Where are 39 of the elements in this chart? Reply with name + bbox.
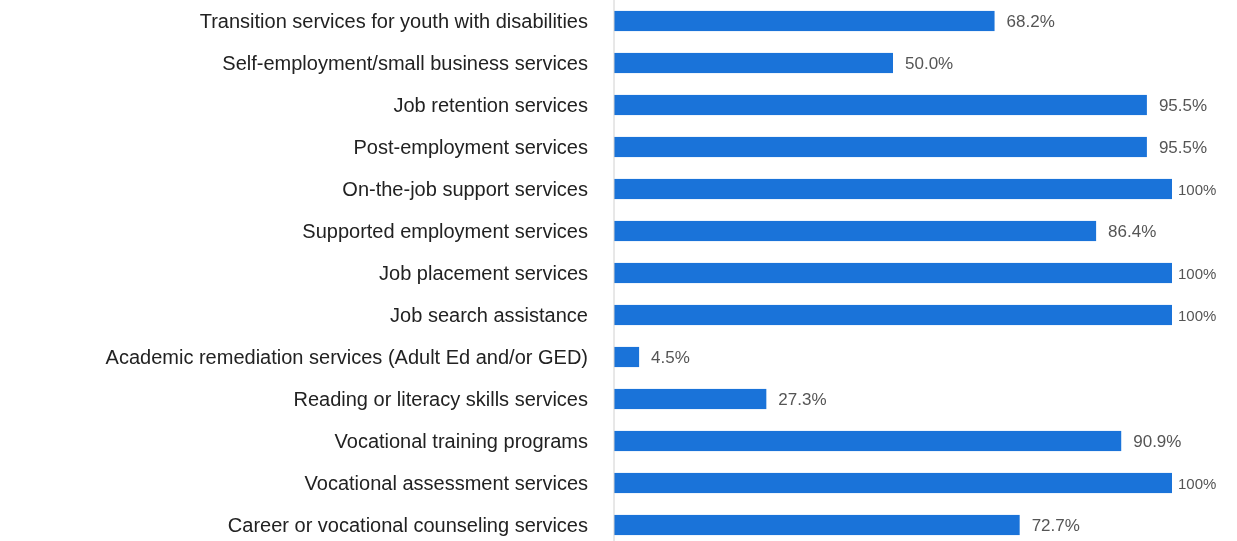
- data-label: 50.0%: [905, 53, 954, 73]
- bar: [614, 514, 1020, 536]
- data-label: 100%: [1178, 474, 1217, 492]
- bar: [614, 52, 893, 74]
- y-tick-label: Post-employment services: [353, 136, 588, 158]
- data-label: 95.5%: [1158, 137, 1208, 157]
- y-tick-label: Supported employment services: [302, 220, 588, 242]
- bar: [614, 10, 995, 32]
- y-tick-label: Career or vocational counseling services: [227, 514, 588, 536]
- y-tick-label: On-the-job support services: [342, 178, 588, 200]
- bar: [614, 136, 1147, 158]
- bar: [614, 388, 767, 410]
- data-label: 90.9%: [1133, 431, 1182, 451]
- y-tick-label: Job search assistance: [390, 304, 588, 326]
- y-tick-label: Vocational training programs: [334, 430, 588, 452]
- bar: [614, 346, 640, 368]
- data-label: 27.3%: [778, 389, 827, 409]
- data-label: 100%: [1178, 306, 1217, 324]
- data-label: 86.4%: [1108, 221, 1157, 241]
- data-label: 68.2%: [1006, 11, 1055, 31]
- data-label: 4.5%: [651, 347, 690, 367]
- data-label: 72.7%: [1031, 515, 1080, 535]
- bar: [614, 472, 1172, 494]
- y-tick-label: Job retention services: [393, 94, 588, 116]
- bar: [614, 304, 1172, 326]
- y-tick-label: Vocational assessment services: [304, 472, 588, 494]
- bar: [614, 262, 1172, 284]
- bar: [614, 220, 1097, 242]
- y-tick-label: Job placement services: [379, 262, 588, 284]
- bar: [614, 94, 1147, 116]
- y-tick-label: Transition services for youth with disabilities: [199, 10, 588, 32]
- data-label: 100%: [1178, 264, 1217, 282]
- data-label: 95.5%: [1158, 95, 1208, 115]
- bar: [614, 178, 1172, 200]
- data-label: 100%: [1178, 180, 1217, 198]
- y-tick-label: Self-employment/small business services: [222, 52, 588, 74]
- y-tick-label: Reading or literacy skills services: [293, 388, 588, 410]
- bar: [614, 430, 1122, 452]
- y-tick-label: Academic remediation services (Adult Ed and/or GED): [105, 346, 588, 368]
